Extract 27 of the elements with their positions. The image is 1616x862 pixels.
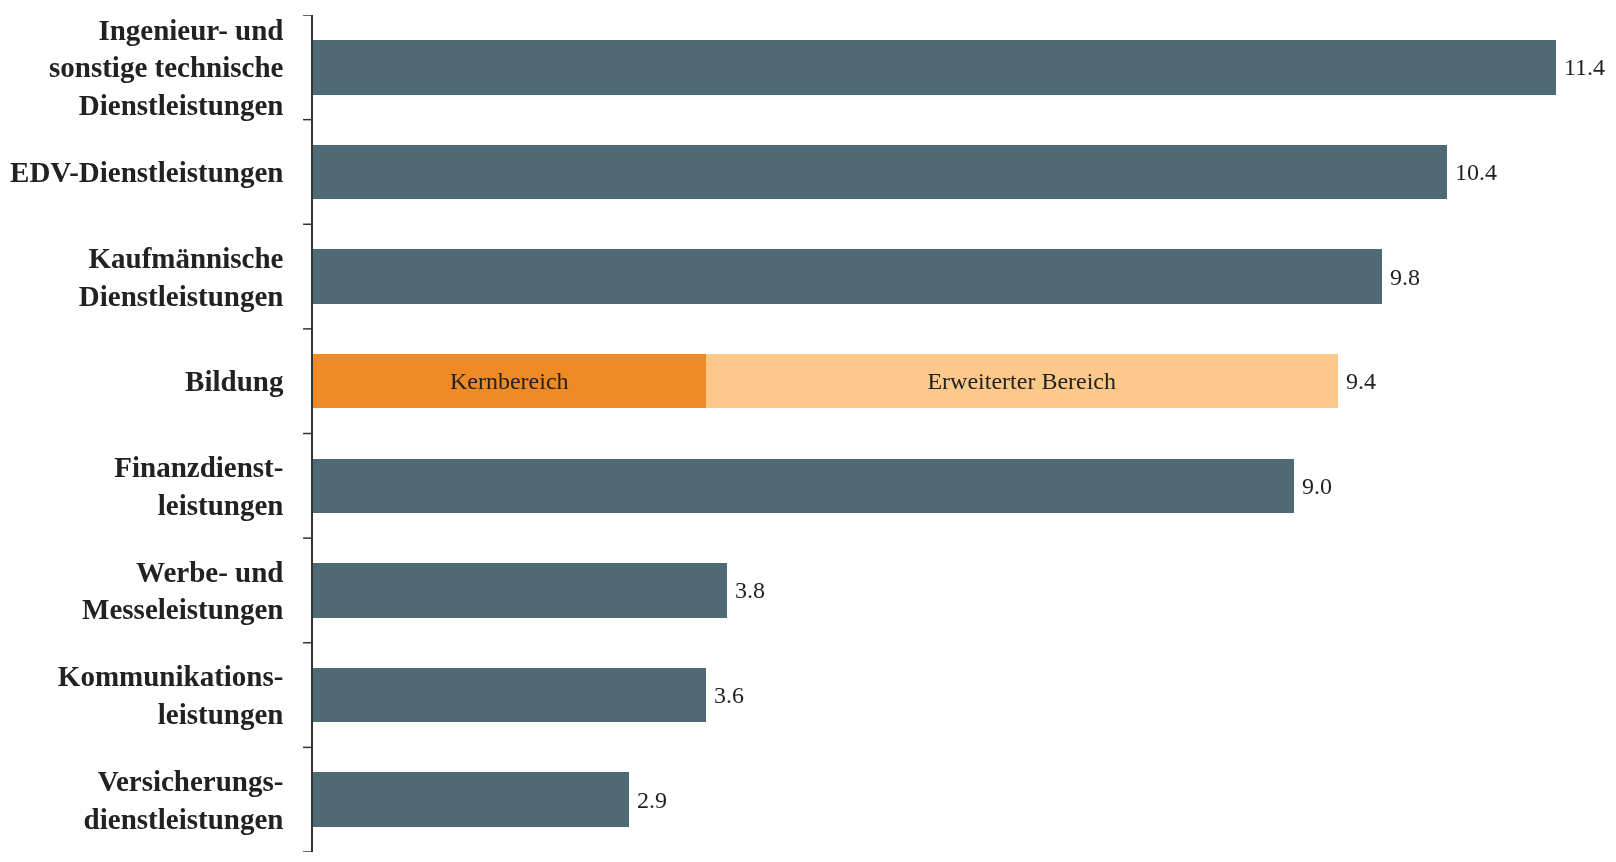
data-label: 10.4 [1455, 159, 1497, 185]
data-label: 11.4 [1564, 54, 1606, 80]
bar [313, 249, 1382, 304]
y-tick-label: Kommunikations- leistungen [57, 660, 284, 731]
data-label: 9.8 [1390, 264, 1420, 290]
data-label: 3.6 [714, 682, 744, 708]
series-label: Kernbereich [449, 368, 569, 395]
data-label: 2.9 [637, 787, 667, 813]
y-tick-label: Kaufmännische Dienstleistungen [78, 241, 284, 312]
bar [313, 772, 630, 827]
data-label: 3.8 [735, 577, 765, 603]
bar [313, 353, 706, 409]
bar [313, 40, 1556, 95]
y-tick-label: EDV-Dienstleistungen [10, 156, 284, 189]
bar [313, 458, 1295, 514]
series-label: Erweiterter Bereich [927, 368, 1117, 395]
y-tick-label: Ingenieur- und sonstige technische Dienstleistungen [49, 13, 284, 122]
y-tick-label: Bildung [185, 365, 284, 398]
data-label: 9.0 [1302, 473, 1332, 499]
y-tick-label: Versicherungs- dienstleistungen [83, 764, 284, 835]
bar [313, 144, 1447, 200]
total-label: 9.4 [1346, 368, 1376, 394]
y-tick-label: Werbe- und Messeleistungen [82, 555, 284, 626]
y-tick-label: Finanzdienst- leistungen [114, 451, 284, 521]
bar [313, 667, 706, 723]
bar [705, 353, 1338, 409]
bar [313, 563, 728, 618]
